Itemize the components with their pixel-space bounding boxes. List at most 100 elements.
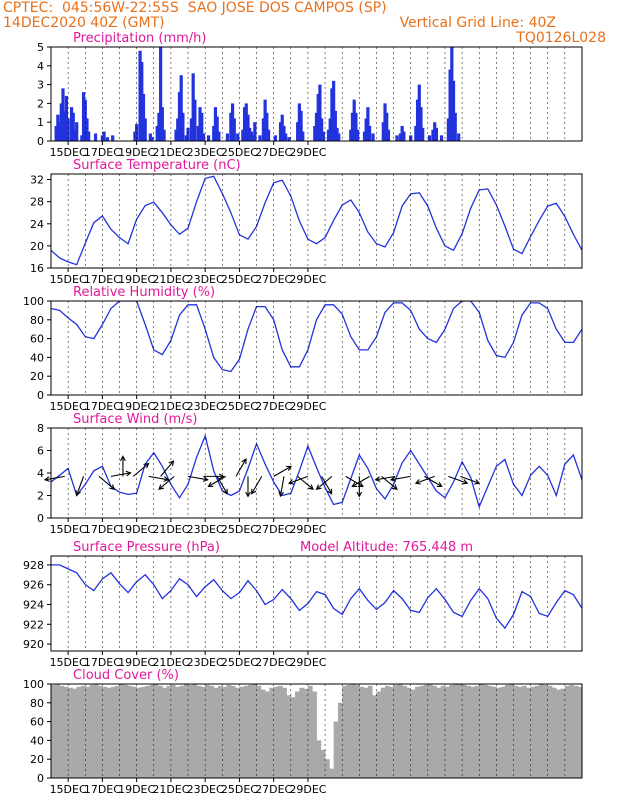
cloud-cover-y-tick-label: 0 (37, 772, 44, 785)
cloud-cover-bar (363, 687, 369, 778)
cloud-cover-bar (166, 685, 172, 778)
surface-pressure-x-tick-label: 25DEC (221, 656, 258, 669)
surface-temperature-x-tick-label: 29DEC (289, 273, 326, 286)
precipitation-bar (349, 129, 353, 141)
cloud-cover-x-tick-label: 27DEC (255, 783, 292, 796)
precipitation-bar (56, 114, 60, 141)
wind-arrow (216, 476, 228, 495)
wind-arrow (251, 476, 263, 495)
surface-wind-x-tick-label: 19DEC (118, 523, 155, 536)
precipitation-bar (176, 118, 180, 141)
cloud-cover-bar (608, 686, 613, 778)
cloud-cover-bar (487, 685, 493, 778)
precipitation-bar (212, 125, 216, 141)
relative-humidity-x-tick-label: 25DEC (221, 400, 258, 413)
cloud-cover-bar (350, 684, 356, 778)
surface-temperature-y-tick-label: 32 (30, 174, 44, 187)
cloud-cover-bar (406, 687, 412, 778)
relative-humidity-x-tick-label: 29DEC (289, 400, 326, 413)
relative-humidity-x-tick-label: 19DEC (118, 400, 155, 413)
precipitation-bar (200, 112, 204, 141)
precipitation-bar (284, 133, 288, 141)
cloud-cover-bar (316, 740, 322, 778)
precipitation-bar (400, 125, 404, 141)
cloud-cover-bar (205, 684, 210, 778)
surface-wind-title: Surface Wind (m/s) (73, 412, 197, 427)
wind-arrow (132, 462, 150, 477)
precipitation-bar (439, 135, 444, 141)
cloud-cover-bar (556, 689, 561, 778)
precipitation-bar (313, 125, 317, 141)
precipitation-bar (328, 118, 332, 141)
precipitation-bar (133, 131, 137, 141)
cloud-cover-bar (51, 684, 56, 778)
cloud-cover-bar (466, 685, 472, 778)
precipitation-bar (278, 122, 283, 141)
cloud-cover-bar (162, 687, 168, 778)
surface-temperature-x-tick-label: 19DEC (118, 273, 155, 286)
precipitation-bar (198, 107, 202, 141)
precipitation-bar (321, 131, 325, 141)
cloud-cover-bar (522, 685, 527, 778)
cloud-cover-y-tick-label: 40 (30, 734, 44, 747)
precipitation-bar (364, 118, 368, 141)
precipitation-bar (148, 133, 152, 141)
header-vertical-grid: Vertical Grid Line: 40Z (399, 15, 556, 31)
cloud-cover-bar (239, 686, 245, 778)
precipitation-bar (356, 129, 360, 141)
precipitation-bar (143, 118, 147, 141)
cloud-cover-frame (50, 683, 583, 779)
surface-temperature-x-tick-label: 21DEC (152, 273, 189, 286)
surface-wind-x-tick-label: 29DEC (289, 523, 326, 536)
relative-humidity-y-tick-label: 40 (30, 351, 44, 364)
precipitation-bar (102, 131, 106, 141)
cloud-cover-y-tick-label: 60 (30, 716, 44, 729)
precipitation-bar (141, 94, 146, 141)
precipitation-bar (215, 116, 219, 141)
surface-wind-line (51, 433, 582, 509)
precipitation-bar (414, 125, 418, 141)
precipitation-bar (448, 69, 452, 141)
precipitation-bar (280, 114, 284, 141)
precipitation-bar (453, 112, 457, 141)
precipitation-bar (181, 112, 185, 141)
surface-wind-x-tick-label: 23DEC (187, 523, 224, 536)
cloud-cover-bar (582, 688, 587, 778)
cloud-cover-bar (252, 684, 257, 778)
precipitation-y-tick-label: 0 (37, 135, 44, 148)
precipitation-bar (241, 129, 245, 141)
cloud-cover-bar (183, 684, 189, 778)
surface-temperature-panel: 16 20 24 28 32 15DEC17DEC19DEC21DEC23DEC25DEC… (30, 158, 583, 286)
precipitation-bar (383, 103, 387, 141)
precipitation-bar (83, 99, 87, 141)
precipitation-bar (186, 127, 190, 141)
cloud-cover-bar (63, 686, 69, 778)
cloud-cover-bar (496, 687, 502, 778)
cloud-cover-x-tick-label: 23DEC (187, 783, 224, 796)
wind-arrow (315, 475, 333, 490)
cloud-cover-bar (110, 686, 116, 778)
cloud-cover-bar (307, 685, 313, 778)
precipitation-bar (206, 135, 211, 141)
surface-temperature-y-tick-label: 20 (30, 240, 44, 253)
precipitation-bar (368, 125, 372, 141)
cloud-cover-bar (59, 685, 65, 778)
wind-arrow (120, 455, 126, 477)
relative-humidity-y-tick-label: 0 (37, 389, 44, 402)
cloud-cover-bar (414, 686, 420, 778)
cloud-cover-bar (569, 684, 574, 778)
precipitation-bar (157, 112, 161, 141)
precipitation-bar (434, 127, 439, 141)
precipitation-bar (54, 125, 58, 141)
surface-wind-y-tick-label: 2 (37, 490, 44, 503)
cloud-cover-bar (595, 685, 600, 778)
precipitation-bar (421, 127, 425, 141)
precipitation-bar (333, 110, 337, 141)
cloud-cover-bar (492, 686, 497, 778)
relative-humidity-title: Relative Humidity (%) (73, 285, 215, 300)
precipitation-bar (386, 129, 391, 141)
cloud-cover-bar (188, 684, 193, 778)
cloud-cover-bar (560, 688, 566, 778)
cloud-cover-bar (170, 684, 176, 778)
